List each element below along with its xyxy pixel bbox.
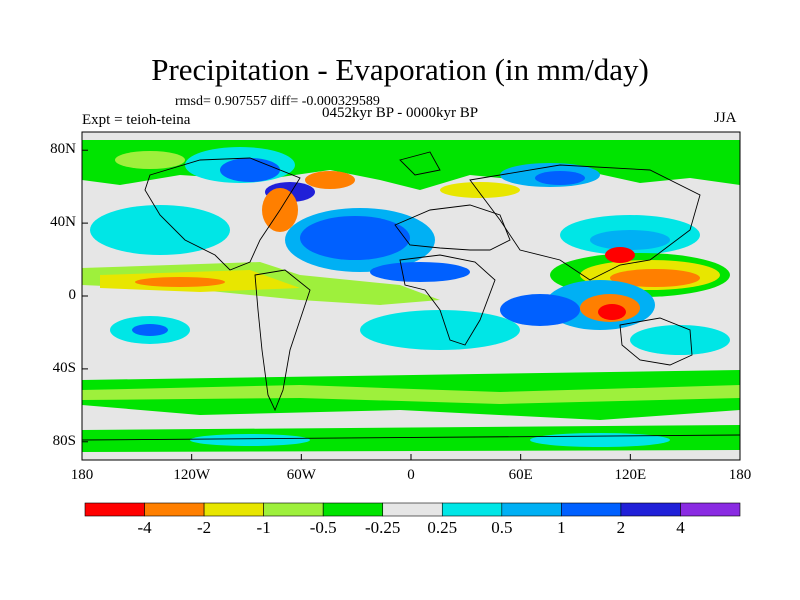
season-label: JJA xyxy=(714,110,737,126)
y-tick-label: 80N xyxy=(50,141,76,158)
colorbar-swatch xyxy=(561,502,622,517)
x-tick-label: 60W xyxy=(286,467,316,483)
y-tick-label: 80S xyxy=(52,432,76,449)
x-tick-label: 180 xyxy=(728,467,752,483)
x-tick-label: 120W xyxy=(173,467,210,483)
colorbar-label: -2 xyxy=(196,518,212,537)
x-tick-label: 60E xyxy=(508,467,533,483)
coastlines xyxy=(82,151,740,441)
x-tick-label: 0 xyxy=(407,467,415,483)
colorbar-swatch xyxy=(144,502,205,517)
colorbar-swatch xyxy=(501,502,562,517)
colorbar-label: -1 xyxy=(256,518,271,537)
colorbar-swatch xyxy=(263,502,324,517)
period-label: 0452kyr BP - 0000kyr BP xyxy=(322,105,479,121)
stats-text: rmsd= 0.907557 diff= -0.000329589 xyxy=(175,94,380,109)
colorbar-label: 0.25 xyxy=(427,518,458,537)
y-tick-label: 0 xyxy=(68,287,77,303)
map-title: Precipitation - Evaporation (in mm/day) xyxy=(151,52,649,87)
axis-ticks xyxy=(81,149,741,460)
colorbar-label: 1 xyxy=(557,518,566,537)
colorbar-label: 0.5 xyxy=(491,518,513,537)
y-tick-label: 40N xyxy=(50,214,76,231)
colorbar-label: 4 xyxy=(676,518,685,537)
y-tick-label: 40S xyxy=(52,359,76,376)
x-tick-label: 120E xyxy=(614,467,647,483)
colorbar-swatch xyxy=(382,502,443,517)
colorbar-swatch xyxy=(84,502,145,517)
colorbar-label: 2 xyxy=(616,518,626,537)
colorbar xyxy=(84,502,741,517)
colorbar-label: -4 xyxy=(137,518,152,537)
colorbar-swatch xyxy=(203,502,264,517)
colorbar-swatch xyxy=(620,502,681,517)
colorbar-swatch xyxy=(441,502,503,517)
colorbar-swatch xyxy=(680,502,741,517)
colorbar-swatch xyxy=(322,502,384,517)
colorbar-label: -0.25 xyxy=(365,518,401,537)
x-tick-label: 180 xyxy=(70,467,94,483)
map-field xyxy=(82,132,740,460)
experiment-label: Expt = teioh-teina xyxy=(82,112,191,128)
colorbar-label: -0.5 xyxy=(309,518,337,537)
